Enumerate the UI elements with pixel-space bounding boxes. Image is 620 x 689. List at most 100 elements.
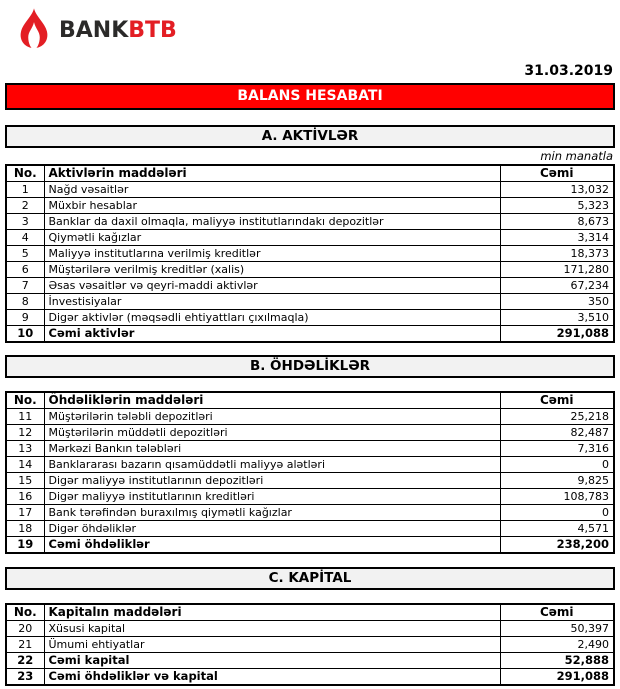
cell-value: 291,088 (499, 325, 615, 343)
cell-no: 9 (5, 309, 45, 326)
cell-no: 4 (5, 229, 45, 246)
cell-no: 17 (5, 504, 45, 521)
col-header-no: No. (5, 164, 45, 182)
col-header-total: Cəmi (499, 391, 615, 409)
table-row: 9 Digər aktivlər (məqsədli ehtiyattları ç… (5, 309, 615, 326)
cell-label: Cəmi aktivlər (43, 325, 501, 343)
table-row: 17 Bank tərəfindən buraxılmış qiymətli ka… (5, 504, 615, 521)
table-row: 5 Maliyyə institutlarına verilmiş kreditl… (5, 245, 615, 262)
cell-no: 2 (5, 197, 45, 214)
cell-label: Xüsusi kapital (43, 620, 501, 637)
table-row: 14 Banklararası bazarın qısamüddətli mali… (5, 456, 615, 473)
cell-value: 0 (499, 456, 615, 473)
cell-label: İnvestisiyalar (43, 293, 501, 310)
cell-value: 8,673 (499, 213, 615, 230)
cell-no: 3 (5, 213, 45, 230)
cell-value: 5,323 (499, 197, 615, 214)
cell-label: Nağd vəsaitlər (43, 181, 501, 198)
cell-label: Banklararası bazarın qısamüddətli maliyy… (43, 456, 501, 473)
cell-value: 3,510 (499, 309, 615, 326)
cell-label: Ümumi ehtiyatlar (43, 636, 501, 653)
logo-btb-word: BTB (128, 17, 177, 43)
capital-table-header-row: No. Kapitalın maddələri Cəmi (5, 603, 615, 621)
section-c-header: C. KAPİTAL (5, 567, 615, 590)
flame-icon (20, 8, 48, 50)
col-header-no: No. (5, 603, 45, 621)
table-row: 4 Qiymətli kağızlar 3,314 (5, 229, 615, 246)
cell-value: 0 (499, 504, 615, 521)
assets-table: No. Aktivlərin maddələri Cəmi 1 Nağd vəsa… (5, 164, 615, 343)
cell-label: Müştərilərin müddətli depozitləri (43, 424, 501, 441)
cell-label: Digər öhdəliklər (43, 520, 501, 537)
cell-no: 14 (5, 456, 45, 473)
col-header-items: Aktivlərin maddələri (43, 164, 501, 182)
cell-value: 25,218 (499, 408, 615, 425)
table-row: 8 İnvestisiyalar 350 (5, 293, 615, 310)
table-row: 3 Banklar da daxil olmaqla, maliyyə insti… (5, 213, 615, 230)
cell-label: Digər maliyyə institutlarının kreditləri (43, 488, 501, 505)
capital-table: No. Kapitalın maddələri Cəmi 20 Xüsusi ka… (5, 603, 615, 686)
cell-label: Əsas vəsaitlər və qeyri-maddi aktivlər (43, 277, 501, 294)
report-date: 31.03.2019 (524, 63, 613, 79)
cell-no: 7 (5, 277, 45, 294)
cell-no: 18 (5, 520, 45, 537)
cell-label: Digər aktivlər (məqsədli ehtiyattları çı… (43, 309, 501, 326)
cell-no: 23 (5, 668, 45, 686)
cell-label: Bank tərəfindən buraxılmış qiymətli kağı… (43, 504, 501, 521)
cell-value: 350 (499, 293, 615, 310)
cell-no: 11 (5, 408, 45, 425)
table-row: 11 Müştərilərin tələbli depozitləri 25,218 (5, 408, 615, 425)
cell-no: 20 (5, 620, 45, 637)
cell-label: Müştərilərin tələbli depozitləri (43, 408, 501, 425)
cell-label: Mərkəzi Bankın tələbləri (43, 440, 501, 457)
col-header-total: Cəmi (499, 164, 615, 182)
table-row: 16 Digər maliyyə institutlarının kreditlə… (5, 488, 615, 505)
cell-no: 6 (5, 261, 45, 278)
cell-value: 67,234 (499, 277, 615, 294)
bank-logo: BANKBTB (16, 7, 177, 53)
cell-no: 8 (5, 293, 45, 310)
cell-label: Digər maliyyə institutlarının depozitlər… (43, 472, 501, 489)
table-row: 15 Digər maliyyə institutlarının depozitl… (5, 472, 615, 489)
cell-no: 15 (5, 472, 45, 489)
cell-label: Qiymətli kağızlar (43, 229, 501, 246)
cell-no: 16 (5, 488, 45, 505)
cell-value: 2,490 (499, 636, 615, 653)
table-row: 18 Digər öhdəliklər 4,571 (5, 520, 615, 537)
cell-value: 7,316 (499, 440, 615, 457)
section-b-header: B. ÖHDƏLİKLƏR (5, 355, 615, 378)
cell-no: 13 (5, 440, 45, 457)
col-header-items: Kapitalın maddələri (43, 603, 501, 621)
liabilities-table-header-row: No. Öhdəliklərin maddələri Cəmi (5, 391, 615, 409)
cell-label: Cəmi öhdəliklər (43, 536, 501, 554)
bank-logo-text: BANKBTB (59, 18, 177, 43)
table-row: 2 Müxbir hesablar 5,323 (5, 197, 615, 214)
cell-value: 50,397 (499, 620, 615, 637)
cell-no: 12 (5, 424, 45, 441)
cell-value: 108,783 (499, 488, 615, 505)
table-row: 1 Nağd vəsaitlər 13,032 (5, 181, 615, 198)
table-row: 13 Mərkəzi Bankın tələbləri 7,316 (5, 440, 615, 457)
cell-no: 1 (5, 181, 45, 198)
cell-value: 9,825 (499, 472, 615, 489)
report-header: BANKBTB 31.03.2019 (0, 0, 620, 80)
table-row: 20 Xüsusi kapital 50,397 (5, 620, 615, 637)
assets-table-header-row: No. Aktivlərin maddələri Cəmi (5, 164, 615, 182)
cell-label: Maliyyə institutlarına verilmiş kreditlə… (43, 245, 501, 262)
col-header-items: Öhdəliklərin maddələri (43, 391, 501, 409)
cell-no: 10 (5, 325, 45, 343)
units-note: min manatla (540, 149, 613, 163)
table-row: 12 Müştərilərin müddətli depozitləri 82,48… (5, 424, 615, 441)
table-row: 23 Cəmi öhdəliklər və kapital 291,088 (5, 668, 615, 686)
table-row: 6 Müştərilərə verilmiş kreditlər (xalis) 1… (5, 261, 615, 278)
cell-label: Müxbir hesablar (43, 197, 501, 214)
section-a-header: A. AKTİVLƏR (5, 125, 615, 148)
logo-bank-word: BANK (59, 17, 129, 43)
cell-value: 171,280 (499, 261, 615, 278)
cell-value: 18,373 (499, 245, 615, 262)
col-header-total: Cəmi (499, 603, 615, 621)
cell-value: 4,571 (499, 520, 615, 537)
cell-label: Cəmi kapital (43, 652, 501, 669)
liabilities-table: No. Öhdəliklərin maddələri Cəmi 11 Müştər… (5, 391, 615, 554)
cell-value: 291,088 (499, 668, 615, 686)
